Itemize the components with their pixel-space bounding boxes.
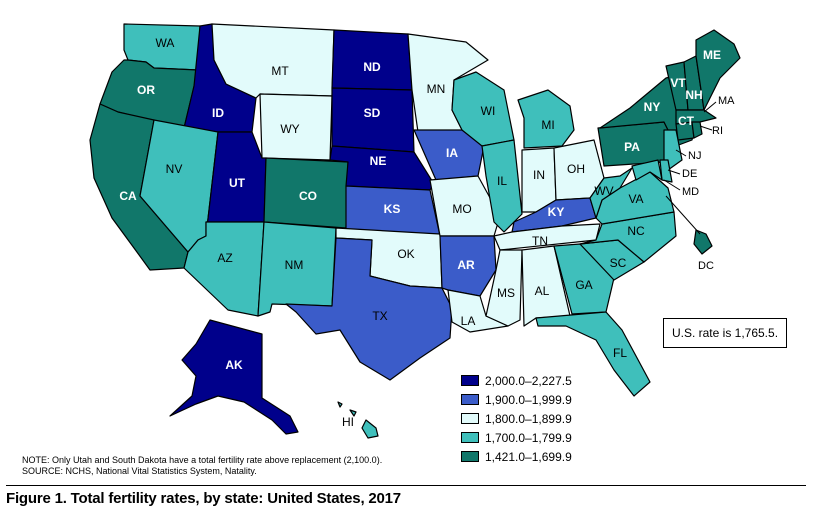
label-ri: RI [712,125,723,137]
label-al: AL [535,284,550,298]
label-ga: GA [575,278,592,292]
legend-item: 1,900.0–1,999.9 [461,390,572,409]
footnotes: NOTE: Only Utah and South Dakota have a … [22,455,382,477]
label-sc: SC [610,256,627,270]
legend-item: 1,800.0–1,899.9 [461,409,572,428]
label-wi: WI [481,104,496,118]
legend-swatch [461,413,479,424]
label-mn: MN [427,82,446,96]
label-wa: WA [156,36,175,50]
note-text: NOTE: Only Utah and South Dakota have a … [22,455,383,465]
state-ca [89,103,189,271]
state-md [631,159,663,181]
label-id: ID [212,106,224,120]
label-fl: FL [613,346,627,360]
label-tn: TN [532,234,548,248]
label-md: MD [682,186,699,198]
caption-rule [6,485,806,486]
label-il: IL [497,174,507,188]
label-sd: SD [364,106,381,120]
label-oh: OH [567,162,585,176]
label-ct: CT [678,114,695,128]
state-hi-2 [349,409,357,417]
state-fl [535,311,651,397]
label-dc: DC [698,260,714,272]
label-wv: WV [594,184,613,198]
label-pa: PA [624,140,640,154]
label-de: DE [682,168,697,180]
state-tx [285,237,453,381]
state-mi [517,89,575,149]
state-ri [691,121,703,139]
label-ok: OK [397,247,414,261]
legend-item: 1,700.0–1,799.9 [461,428,572,447]
label-tx: TX [372,309,387,323]
legend-label: 1,421.0–1,699.9 [485,449,572,464]
label-ma: MA [718,95,735,107]
label-mt: MT [271,64,289,78]
us-rate-box: U.S. rate is 1,765.5. [663,318,787,348]
legend-label: 1,900.0–1,999.9 [485,392,572,407]
legend: 2,000.0–2,227.5 1,900.0–1,999.9 1,800.0–… [461,371,572,466]
legend-label: 2,000.0–2,227.5 [485,373,572,388]
label-ia: IA [446,146,458,160]
legend-swatch [461,432,479,443]
label-hi: HI [342,415,354,429]
label-ne: NE [370,154,387,168]
label-co: CO [299,189,317,203]
figure-caption: Figure 1. Total fertility rates, by stat… [6,490,401,507]
legend-swatch [461,451,479,462]
label-nm: NM [285,258,304,272]
label-va: VA [628,192,643,206]
state-de [659,159,673,183]
state-ia [413,129,485,181]
label-ms: MS [497,286,515,300]
us-fertility-map: WA OR CA ID NV MT WY UT AZ CO NM ND SD N… [89,23,741,439]
label-ca: CA [119,189,137,203]
us-rate-text: U.S. rate is 1,765.5. [671,326,779,340]
label-nh: NH [685,88,702,102]
label-ar: AR [457,258,475,272]
state-me [695,29,741,111]
label-la: LA [461,314,476,328]
state-hi [361,419,379,439]
state-il [481,139,523,233]
legend-label: 1,700.0–1,799.9 [485,430,572,445]
label-vt: VT [670,76,686,90]
legend-swatch [461,394,479,405]
label-nd: ND [363,60,381,74]
state-ma [675,109,717,125]
state-dc [693,229,713,255]
label-nc: NC [627,224,645,238]
label-ks: KS [384,202,401,216]
source-text: SOURCE: NCHS, National Vital Statistics … [22,466,257,476]
leader-lines [663,101,717,235]
state-ak [169,319,299,435]
legend-label: 1,800.0–1,899.9 [485,411,572,426]
label-nj: NJ [688,150,701,162]
legend-item: 2,000.0–2,227.5 [461,371,572,390]
label-ky: KY [548,205,565,219]
label-mo: MO [452,202,471,216]
state-mo [429,175,501,237]
state-hi-3 [337,401,343,408]
label-az: AZ [217,251,232,265]
label-wy: WY [280,122,299,136]
label-ut: UT [229,176,246,190]
legend-item: 1,421.0–1,699.9 [461,447,572,466]
label-me: ME [703,48,721,62]
label-ny: NY [644,100,661,114]
label-ak: AK [225,358,243,372]
state-wv [589,167,633,219]
label-in: IN [533,168,545,182]
label-nv: NV [166,162,183,176]
state-ga [553,243,615,315]
label-or: OR [137,83,155,97]
label-mi: MI [541,118,554,132]
legend-swatch [461,375,479,386]
